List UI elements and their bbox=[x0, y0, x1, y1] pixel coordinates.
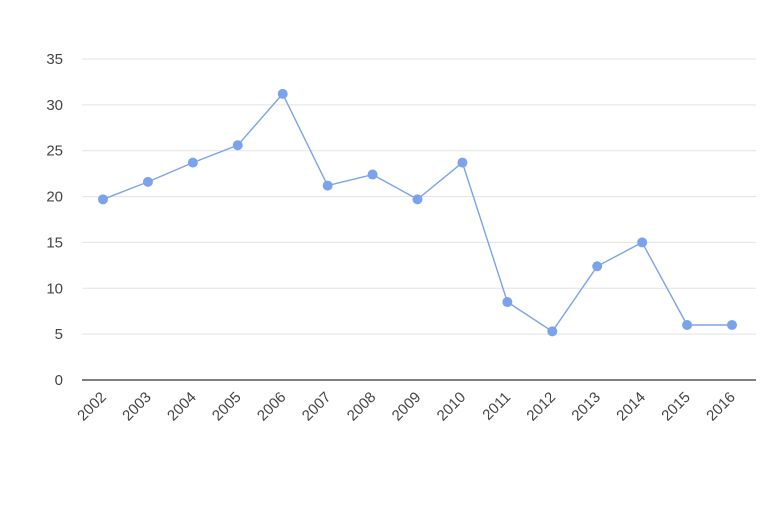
x-axis: 2002 2003 2004 2005 2006 2007 2008 2009 2010 2011… bbox=[74, 379, 756, 425]
x-tick-label: 2015 bbox=[658, 389, 694, 425]
data-point bbox=[367, 169, 378, 180]
data-point bbox=[142, 176, 153, 187]
x-tick-label: 2013 bbox=[568, 389, 604, 425]
y-tick-label: 5 bbox=[55, 326, 63, 343]
y-tick-label: 25 bbox=[46, 143, 63, 160]
data-point bbox=[547, 326, 558, 337]
data-point bbox=[682, 319, 693, 330]
y-tick-label: 0 bbox=[55, 372, 63, 389]
x-tick-label: 2002 bbox=[74, 389, 110, 425]
series-line bbox=[102, 92, 732, 333]
data-point bbox=[187, 157, 198, 168]
x-tick-label: 2011 bbox=[479, 389, 514, 424]
y-tick-label: 10 bbox=[46, 280, 63, 297]
data-point bbox=[322, 180, 333, 191]
data-point bbox=[232, 140, 243, 151]
data-point bbox=[277, 88, 288, 99]
data-point bbox=[412, 194, 423, 205]
x-tick-label: 2016 bbox=[703, 389, 739, 425]
series bbox=[98, 88, 737, 337]
gridlines bbox=[82, 58, 756, 335]
data-point bbox=[727, 319, 737, 330]
x-tick-label: 2005 bbox=[209, 389, 245, 425]
y-tick-label: 30 bbox=[46, 97, 63, 114]
y-tick-label: 15 bbox=[46, 234, 63, 251]
data-point bbox=[592, 261, 603, 272]
data-point bbox=[98, 194, 108, 205]
y-tick-label: 35 bbox=[46, 51, 63, 68]
y-tick-label: 20 bbox=[46, 189, 63, 206]
x-tick-label: 2012 bbox=[523, 389, 559, 425]
x-tick-label: 2004 bbox=[164, 389, 200, 425]
x-tick-label: 2006 bbox=[254, 389, 290, 425]
x-tick-label: 2007 bbox=[299, 389, 335, 425]
y-axis: 0 5 10 15 20 25 30 35 bbox=[46, 51, 63, 389]
data-point bbox=[637, 237, 648, 248]
data-point bbox=[457, 157, 468, 168]
x-tick-label: 2003 bbox=[119, 389, 155, 425]
data-point bbox=[502, 297, 513, 308]
x-tick-label: 2014 bbox=[613, 389, 649, 425]
x-tick-label: 2010 bbox=[434, 389, 470, 425]
x-tick-label: 2009 bbox=[389, 389, 425, 425]
x-tick-label: 2008 bbox=[344, 389, 380, 425]
